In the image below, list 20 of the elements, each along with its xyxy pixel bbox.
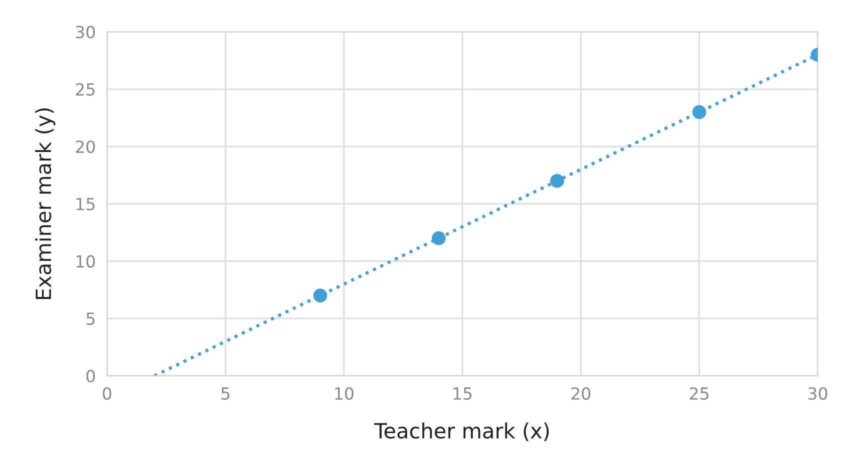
x-tick-label: 15 (454, 387, 472, 400)
y-tick-label: 25 (76, 83, 94, 96)
point (313, 288, 328, 302)
x-axis-title: Teacher mark (x) (374, 422, 549, 442)
point (692, 105, 706, 119)
y-tick-label: 10 (76, 255, 95, 268)
x-tick-label: 30 (808, 387, 828, 400)
y-axis-title: Examiner mark (y) (35, 108, 56, 299)
x-tick-label: 10 (335, 387, 354, 400)
x-tick-label: 20 (571, 387, 590, 400)
y-tick-label: 0 (86, 370, 95, 382)
x-tick-label: 0 (102, 387, 112, 400)
x-tick-label: 5 (221, 387, 230, 400)
y-tick-label: 30 (76, 26, 95, 38)
point (550, 174, 564, 188)
y-tick-label: 20 (76, 140, 95, 154)
y-tick-label: 15 (76, 198, 94, 210)
y-tick-label: 5 (86, 312, 94, 326)
point (432, 231, 446, 246)
x-tick-label: 25 (690, 387, 708, 400)
